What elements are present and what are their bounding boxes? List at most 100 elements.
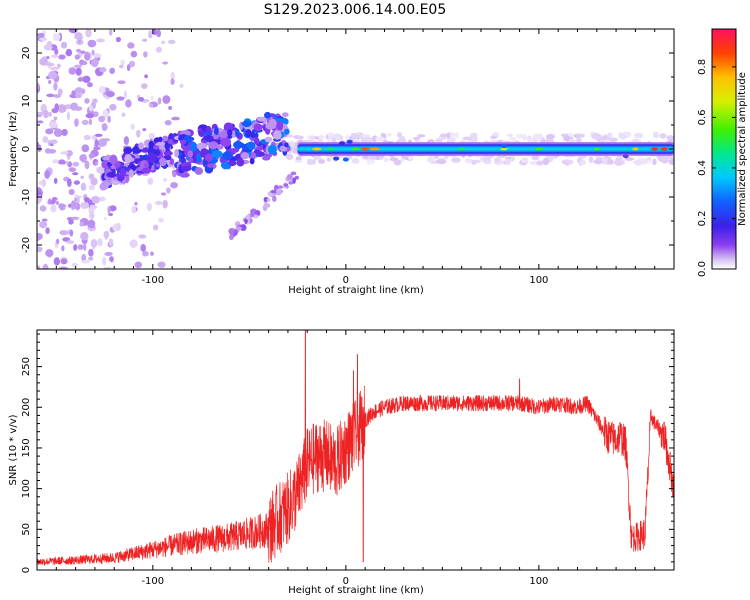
spectrogram-cell [89,204,98,210]
spectrogram-cell [194,167,204,175]
spectrogram-cell [100,180,110,190]
spectrogram-cell [147,154,157,164]
spectrogram-cell [277,190,282,196]
spectrogram-cell [266,198,271,202]
spectrogram-cell [80,50,86,54]
spectrogram-cell [264,111,272,119]
spectrogram-cell [250,131,256,139]
spectrogram-cell [124,153,133,164]
spectrogram-cell [400,158,405,162]
spectrogram-cell [632,147,639,151]
spectrogram-cell [279,145,288,152]
spectrogram-cell [84,98,90,104]
spectrogram-cell [254,132,259,139]
spectrogram-cell [144,74,148,79]
spectrogram-cell [138,234,147,239]
spectrogram-cell [60,151,69,155]
spectrogram-cell [471,159,477,165]
spectrogram-cell [624,157,635,161]
spectrogram-cell [153,224,159,231]
spectrogram-cell [92,53,101,57]
spectrogram-cell [591,132,601,140]
spectrogram-cell [235,128,240,138]
spectrogram-cell [154,200,163,205]
spectrogram-cell [96,166,105,174]
spectrogram-cell [446,132,451,139]
spectrogram-cell [659,133,667,139]
spectrogram-cell [352,134,362,140]
spectrogram-cell [60,41,68,49]
spectrogram-cell [515,133,525,139]
spectrogram-cell [109,205,117,212]
colorbar-tick-label: 0.8 [697,59,708,75]
spectrogram-cell [91,195,100,204]
snr-y-axis-label: SNR (10 * v/v) [8,414,19,485]
spectrogram-cell [128,60,136,68]
spectrogram-cell [162,61,169,65]
spectrogram-cell [351,157,360,165]
spectrogram-cell [129,239,138,249]
spectrogram-cell [164,120,172,126]
x-tick-label: 0 [343,275,349,286]
spectrogram-cell [41,30,47,35]
spectrogram-cell [334,133,341,141]
spectrogram-cell [371,135,378,143]
spectrogram-cell [53,177,58,184]
spectrogram-cell [179,83,184,88]
spectrogram-cell [396,132,403,138]
spectrogram-cell [142,128,147,132]
spectrogram-cell [55,128,60,137]
spectrogram-cell [37,232,41,242]
spectrogram-cell [593,159,603,164]
spectrogram-cell [148,30,153,39]
x-tick-label: -100 [141,275,164,286]
spectrogram-cell [37,194,43,203]
spectrogram-cell [37,111,45,116]
spectrogram-cell [72,172,79,176]
spectrogram-cell [375,155,381,161]
spectrogram-cell [435,138,443,143]
spectrogram-cell [203,135,214,141]
spectrogram-cell [103,266,112,269]
spectrogram-cell [69,229,74,237]
spectrogram-cell [140,244,147,252]
spectrogram-cell [48,121,57,129]
spectrogram-cell [52,159,60,164]
spectrogram-cell [228,160,237,167]
spectrogram-cell [106,90,115,98]
spectrogram-cell [250,213,255,217]
spectrogram-cell [579,159,587,165]
colorbar-tick-label: 0.4 [697,160,708,176]
spectrogram-cell [380,132,386,138]
spectrogram-cell [440,133,448,138]
colorbar-ticks: 0.0 0.2 0.4 0.6 0.8 [697,59,736,277]
snr-y-axis: 0 50 100 150 200 250 [21,333,674,573]
figure-title: S129.2023.006.14.00.E05 [264,2,447,18]
spectrogram-cell [88,184,96,191]
spectrogram-cell [45,128,54,135]
spectrogram-cell [90,238,98,248]
spectrogram-cell [74,32,83,40]
spectrogram-cell [74,54,81,60]
spectrogram-cell [37,33,45,37]
spectrogram-cell [68,218,74,225]
spectrogram-cell [102,109,109,118]
spectrogram-cell [286,174,293,180]
spectrogram-cell [284,142,289,148]
spectrogram-cell [148,132,155,139]
colorbar-tick-label: 0.6 [697,109,708,125]
spectrogram-cell [70,216,80,220]
spectrogram-cell [99,67,107,73]
spectrogram-cell [650,147,659,151]
spectrogram-cell [640,158,649,165]
spectrogram-cell [44,170,51,179]
spectrogram-cell [98,138,107,147]
spectrogram-cell [288,181,294,185]
spectrogram-cell [89,211,95,220]
spectrogram-cell [47,111,52,117]
spectrogram-cell [360,147,370,151]
spectrogram-cell [119,167,127,178]
spectrogram-cell [75,91,82,99]
spectrogram-cell [84,197,90,203]
spectrogram-cell [228,148,240,153]
